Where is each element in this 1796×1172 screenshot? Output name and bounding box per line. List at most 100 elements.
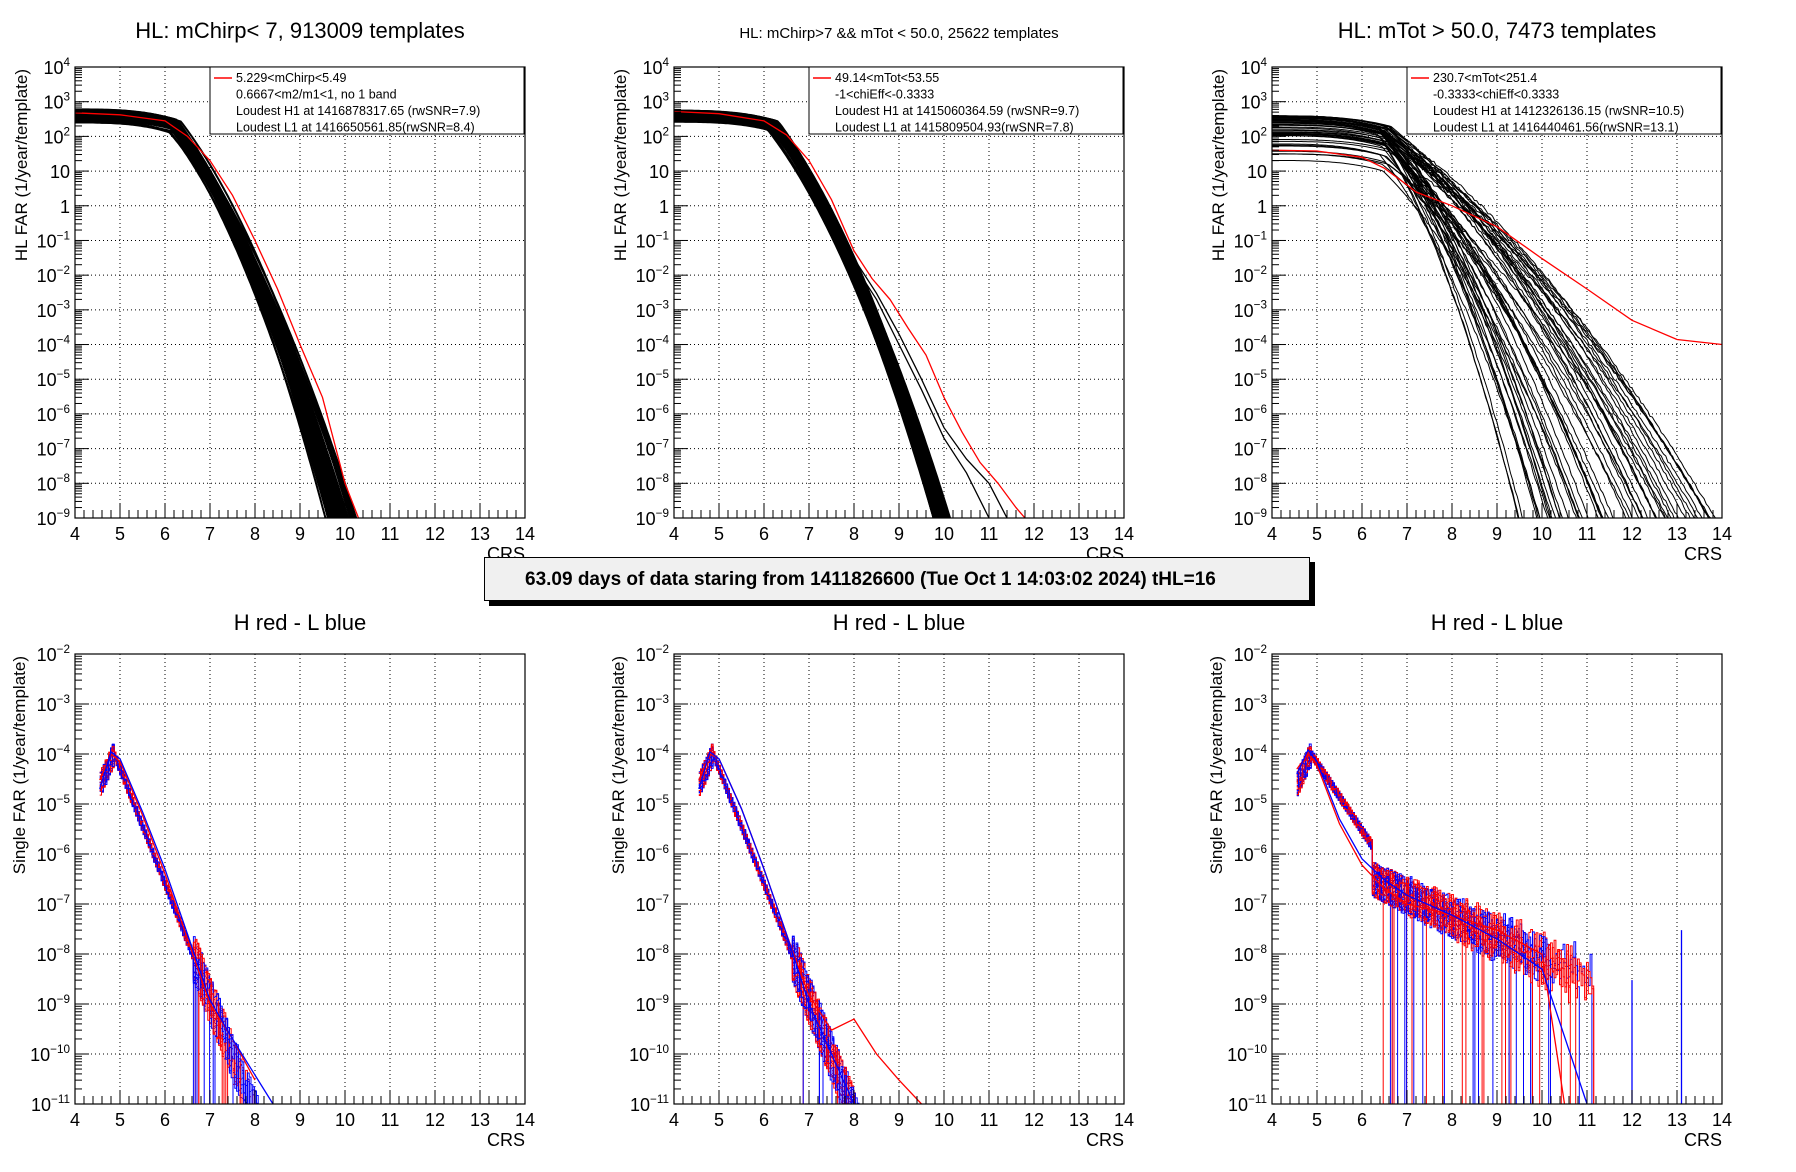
y-tick-label: 103 <box>43 91 70 113</box>
y-tick-label: 102 <box>43 125 70 147</box>
bundle-line-h <box>99 751 225 1104</box>
legend-box <box>808 66 1124 135</box>
y-tick-label: 10−7 <box>37 893 70 915</box>
y-tick-label: 10−7 <box>1234 893 1267 915</box>
legend: 5.229<mChirp<5.49 0.6667<m2/m1<1, no 1 ba… <box>209 66 525 135</box>
legend-entry: Loudest L1 at 1416440461.56(rwSNR=13.1) <box>1433 121 1679 135</box>
bundle-line-h <box>1296 756 1595 1104</box>
bundle-line-h <box>99 745 241 1104</box>
bundle-line <box>1272 119 1648 518</box>
y-tick-label: 103 <box>1240 91 1267 113</box>
bundle-line-l <box>698 753 858 1104</box>
grid <box>674 67 1124 518</box>
y-tick-label: 10−3 <box>1234 299 1267 321</box>
y-tick-label: 10−7 <box>1234 438 1267 460</box>
x-tick-label: 13 <box>470 524 490 544</box>
x-tick-label: 13 <box>1069 1110 1089 1130</box>
x-tick-label: 10 <box>934 1110 954 1130</box>
y-tick-label: 10−2 <box>636 643 669 665</box>
x-tick-label: 13 <box>470 1110 490 1130</box>
x-tick-label: 4 <box>669 1110 679 1130</box>
chart-title: H red - L blue <box>234 610 366 635</box>
grid <box>1272 654 1722 1104</box>
x-tick-label: 7 <box>804 1110 814 1130</box>
grid <box>674 654 1124 1104</box>
y-tick-label: 10−4 <box>1234 333 1268 355</box>
y-tick-label: 10−4 <box>37 333 71 355</box>
series-230-7-mtot-251-4 <box>1272 149 1722 346</box>
y-tick-label: 10−9 <box>1234 993 1267 1015</box>
x-tick-label: 12 <box>1024 524 1044 544</box>
plot-area <box>1272 115 1722 518</box>
y-tick-label: 10−9 <box>37 507 70 529</box>
series-h <box>99 752 256 1081</box>
y-tick-label: 10−11 <box>1228 1093 1267 1115</box>
legend-entry: Loudest H1 at 1412326136.15 (rwSNR=10.5) <box>1433 104 1684 118</box>
y-tick-label: 10−8 <box>37 943 70 965</box>
bundle-line <box>1272 139 1627 518</box>
legend-box <box>209 66 525 135</box>
grid <box>75 654 525 1104</box>
bundle-line-h <box>1296 749 1562 1104</box>
bundle-line-l <box>99 748 205 1104</box>
bundle-line-h <box>99 749 225 1104</box>
plot-area <box>75 108 360 518</box>
bundle-line <box>1272 133 1519 518</box>
bundle-line-l <box>698 752 855 1104</box>
y-tick-label: 10−9 <box>636 507 669 529</box>
y-tick-label: 104 <box>642 56 669 78</box>
plot-area <box>674 109 1026 518</box>
bundle-line <box>75 115 357 518</box>
bundle-line <box>1272 117 1717 518</box>
bundle-line <box>674 110 942 518</box>
y-tick-label: 10−8 <box>1234 943 1267 965</box>
y-tick-label: 10−5 <box>1234 793 1268 815</box>
y-tick-label: 10−9 <box>1234 507 1267 529</box>
bundle-line <box>1272 121 1686 518</box>
x-tick-label: 14 <box>515 1110 535 1130</box>
legend-entry: -0.3333<chiEff<0.3333 <box>1433 88 1559 102</box>
y-axis-label: HL FAR (1/year/template) <box>1209 69 1228 261</box>
x-tick-label: 9 <box>295 1110 305 1130</box>
bundle-line-h <box>698 746 804 1104</box>
info-banner: 63.09 days of data staring from 14118266… <box>484 557 1310 601</box>
x-tick-label: 10 <box>1532 524 1552 544</box>
x-axis-label: CRS <box>1684 544 1722 564</box>
y-tick-label: 10−7 <box>37 438 70 460</box>
y-tick-label: 10−6 <box>37 843 70 865</box>
y-tick-label: 10−6 <box>636 843 669 865</box>
y-tick-label: 10−6 <box>1234 403 1267 425</box>
y-tick-label: 10−2 <box>636 264 669 286</box>
x-tick-label: 6 <box>759 1110 769 1130</box>
bundle-line <box>1272 140 1699 518</box>
x-tick-label: 12 <box>1024 1110 1044 1130</box>
bundle-line-h <box>1296 754 1463 1104</box>
y-axis: 10410310210110−110−210−310−410−510−610−7… <box>12 56 89 529</box>
bundle-line-l <box>698 747 824 1104</box>
legend-entry: Loudest H1 at 1416878317.65 (rwSNR=7.9) <box>236 104 480 118</box>
x-tick-label: 4 <box>1267 1110 1277 1130</box>
y-tick-label: 10−5 <box>1234 368 1268 390</box>
bundle-line <box>1272 117 1695 518</box>
chart-title: H red - L blue <box>1431 610 1563 635</box>
bundle-line <box>1272 115 1679 518</box>
legend-box <box>1406 66 1722 135</box>
chart-top-left: HL: mChirp< 7, 913009 templates 4 5 6 7 8 9 10 1… <box>12 18 535 564</box>
x-tick-label: 6 <box>1357 524 1367 544</box>
x-tick-label: 8 <box>250 524 260 544</box>
x-tick-label: 7 <box>1402 1110 1412 1130</box>
bundle-line <box>1272 144 1610 518</box>
y-tick-label: 10−9 <box>37 993 70 1015</box>
x-tick-label: 9 <box>894 1110 904 1130</box>
chart-top-right: HL: mTot > 50.0, 7473 templates 4 5 6 7 8 9 10 1… <box>1209 18 1732 564</box>
x-tick-label: 6 <box>1357 1110 1367 1130</box>
series-49-14-mtot-53-55 <box>674 110 1026 518</box>
banner-text: 63.09 days of data staring from 14118266… <box>525 569 1216 590</box>
x-axis-label: CRS <box>1684 1130 1722 1150</box>
bundle-line-h <box>99 749 225 1104</box>
x-tick-label: 4 <box>70 524 80 544</box>
